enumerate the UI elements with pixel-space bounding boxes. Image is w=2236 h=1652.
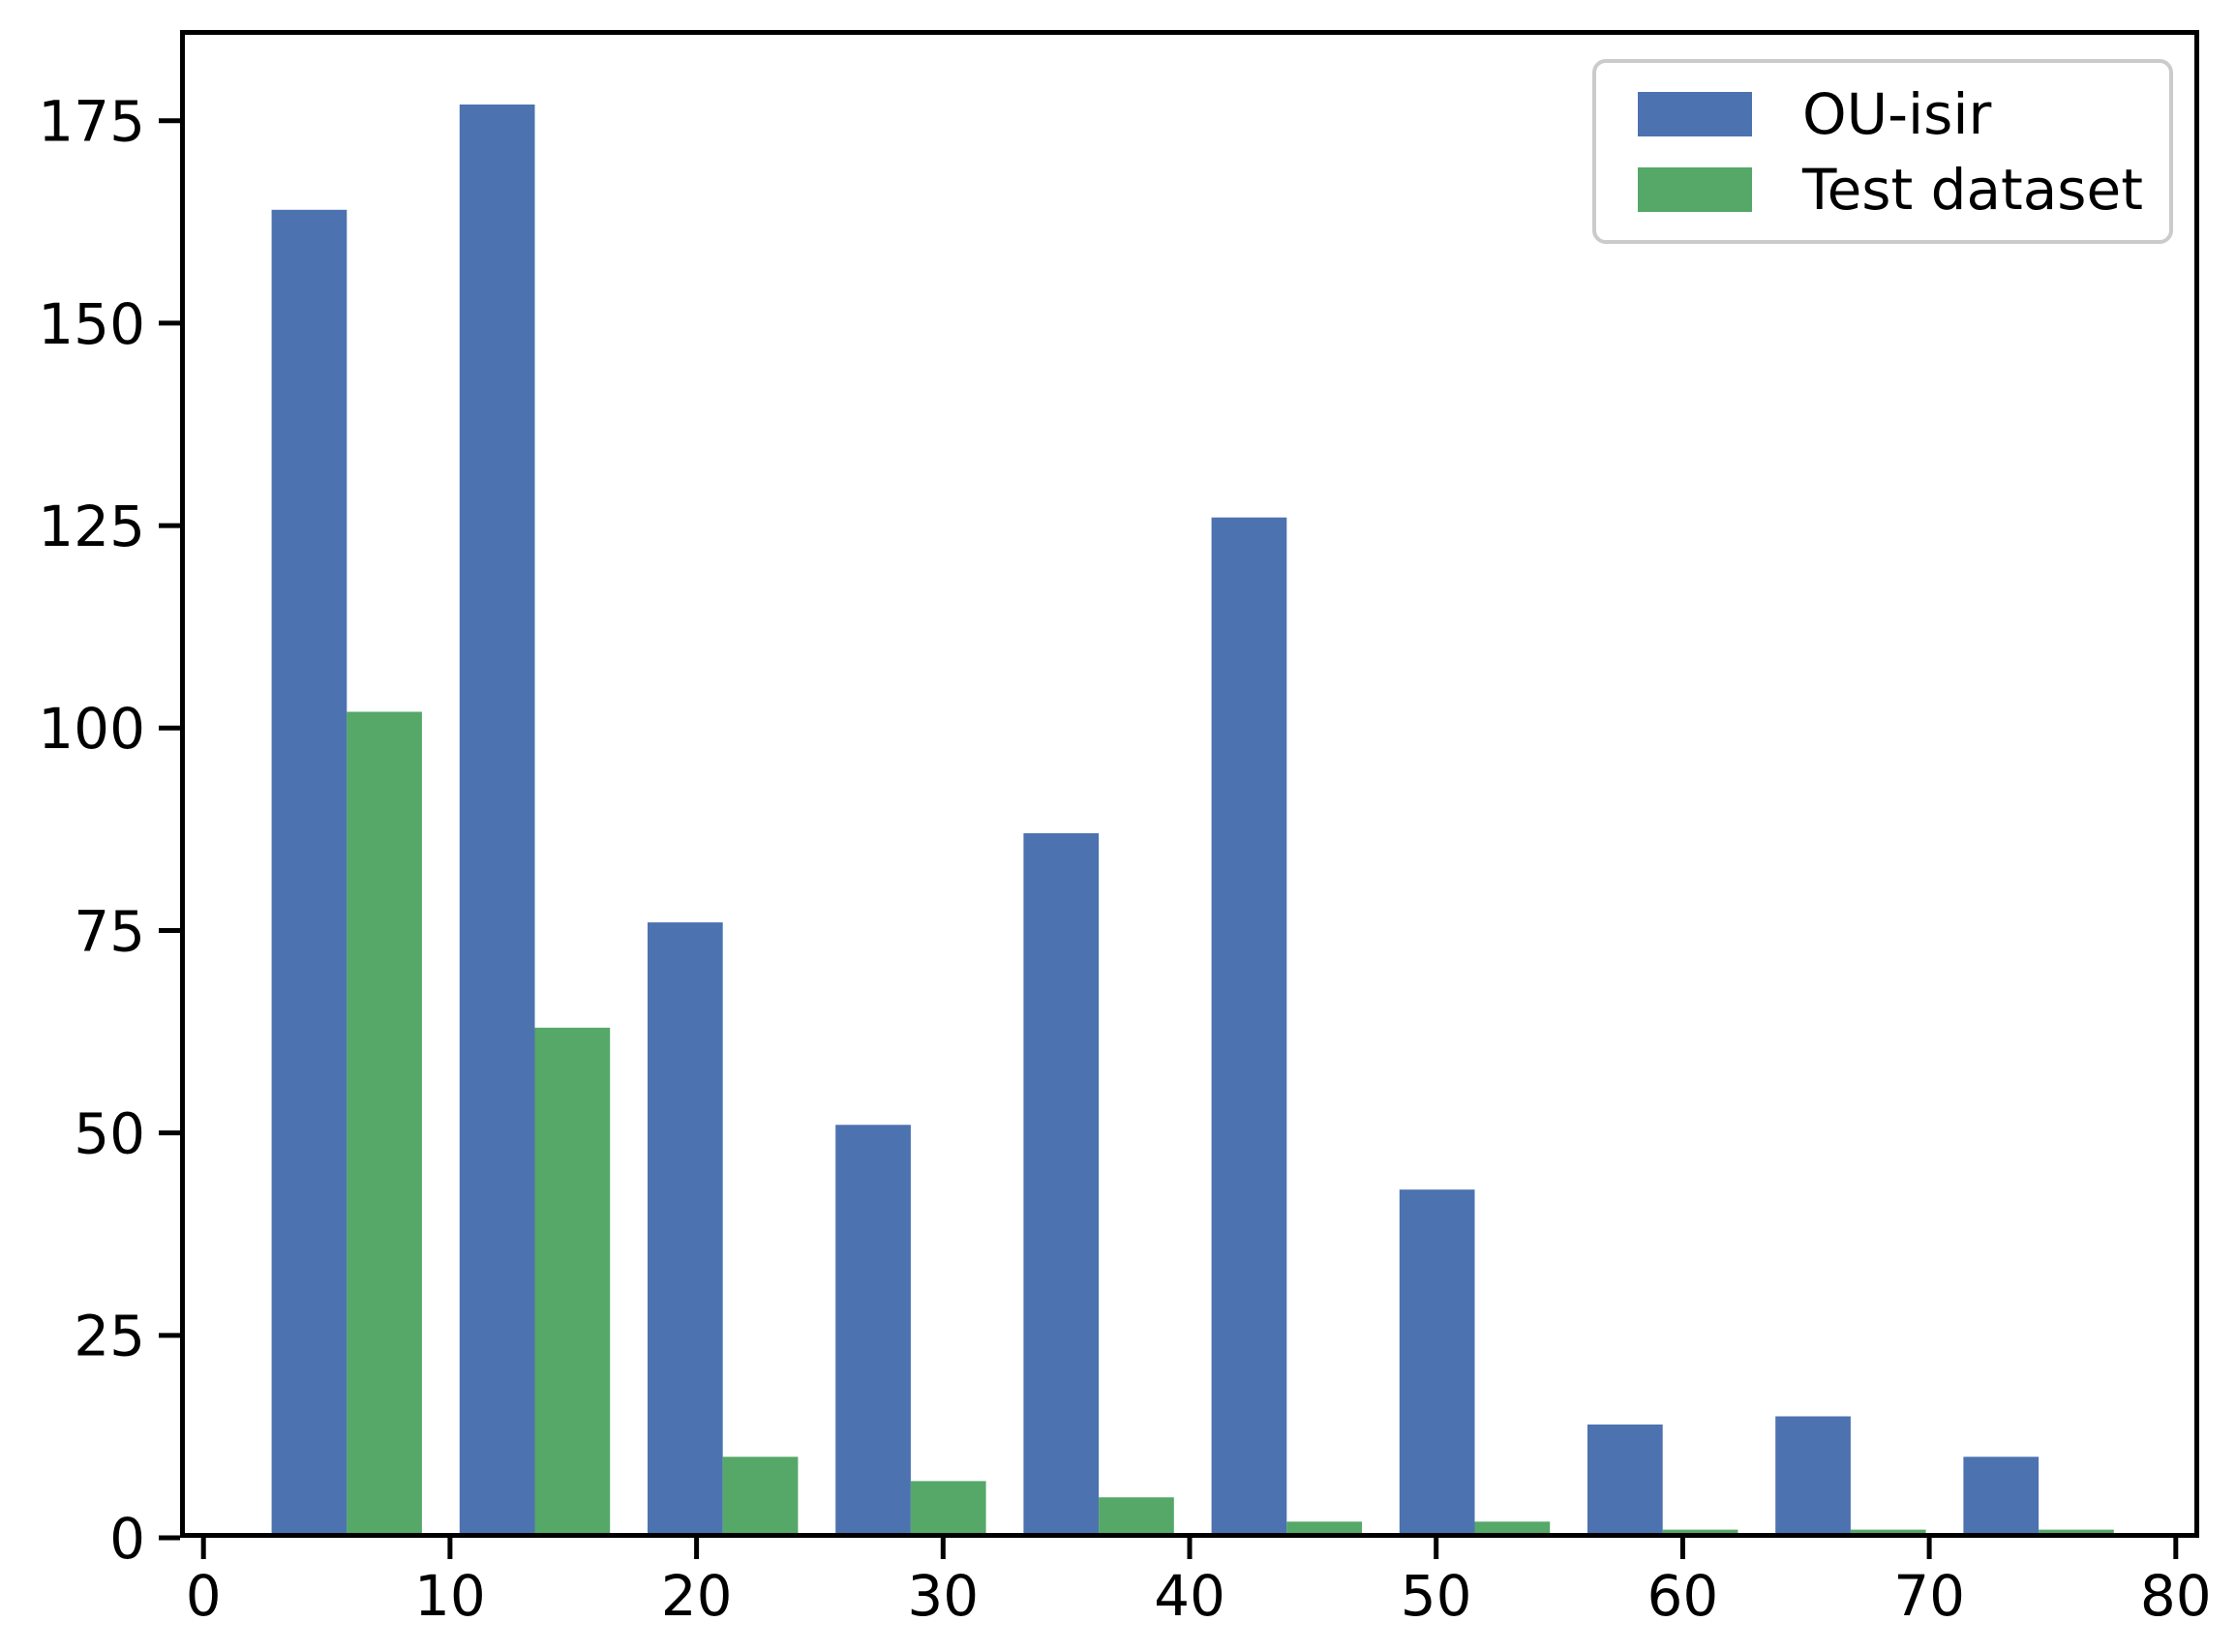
bar-test-dataset-0	[347, 711, 422, 1538]
legend: OU-isir Test dataset	[1592, 59, 2173, 244]
test-dataset-legend-label: Test dataset	[1802, 156, 2143, 223]
x-tick-label-80: 80	[2140, 1563, 2212, 1629]
legend-item-ou-isir: OU-isir	[1596, 76, 2169, 152]
x-tick-label-70: 70	[1893, 1563, 1965, 1629]
bar-ou-isir-5	[1211, 517, 1287, 1539]
bar-test-dataset-2	[722, 1457, 799, 1538]
x-tick-label-10: 10	[414, 1563, 486, 1629]
bar-ou-isir-1	[459, 105, 535, 1538]
y-tick-label-175: 175	[38, 89, 145, 155]
x-tick-label-60: 60	[1647, 1563, 1718, 1629]
ou-isir-legend-swatch	[1638, 91, 1752, 136]
y-tick-label-100: 100	[38, 696, 145, 762]
bar-ou-isir-6	[1399, 1189, 1475, 1538]
x-tick-label-30: 30	[907, 1563, 979, 1629]
bar-test-dataset-3	[910, 1481, 986, 1538]
bar-ou-isir-4	[1023, 833, 1100, 1538]
test-dataset-legend-swatch	[1638, 166, 1752, 212]
y-tick-label-25: 25	[74, 1304, 145, 1369]
y-tick-label-125: 125	[38, 494, 145, 559]
bar-test-dataset-1	[534, 1027, 611, 1538]
y-tick-label-150: 150	[38, 291, 145, 357]
bar-ou-isir-9	[1963, 1457, 2040, 1538]
x-tick-label-20: 20	[661, 1563, 733, 1629]
x-tick-label-0: 0	[186, 1563, 222, 1629]
bar-ou-isir-7	[1587, 1424, 1663, 1538]
x-tick-label-50: 50	[1401, 1563, 1472, 1629]
y-tick-label-0: 0	[109, 1506, 145, 1572]
bar-ou-isir-2	[648, 922, 723, 1538]
ou-isir-legend-label: OU-isir	[1802, 80, 1992, 147]
legend-item-test-dataset: Test dataset	[1596, 152, 2169, 227]
bar-test-dataset-4	[1099, 1497, 1174, 1538]
y-tick-label-50: 50	[74, 1101, 145, 1167]
y-tick-label-75: 75	[74, 898, 145, 964]
plot-spines	[180, 30, 2199, 1538]
x-tick-label-40: 40	[1154, 1563, 1225, 1629]
bar-ou-isir-8	[1775, 1416, 1851, 1538]
bar-ou-isir-0	[271, 209, 347, 1538]
bar-ou-isir-3	[835, 1125, 911, 1538]
